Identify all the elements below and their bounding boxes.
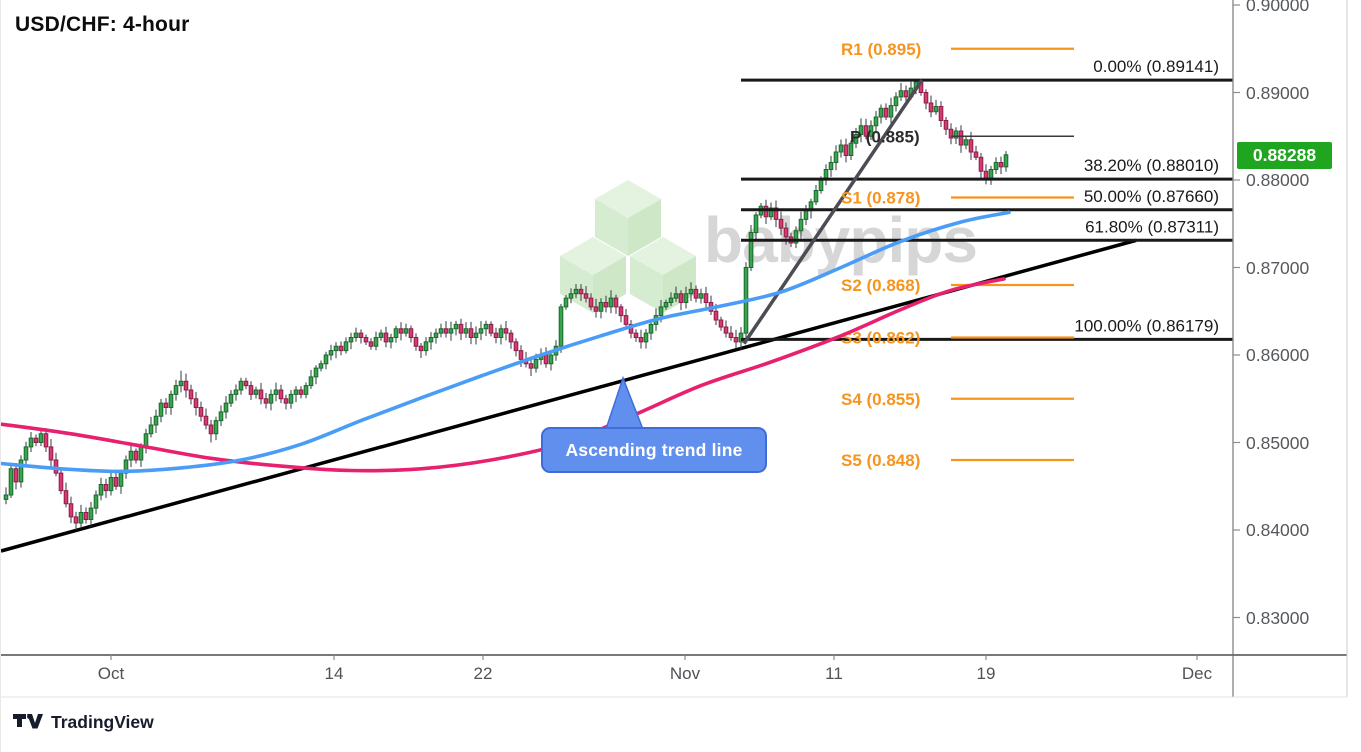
price-tick-label: 0.86000	[1246, 345, 1310, 365]
fib-label-38.2: 38.20% (0.88010)	[1084, 156, 1219, 175]
fib-label-61.8: 61.80% (0.87311)	[1085, 217, 1219, 236]
tradingview-logo-text: TradingView	[51, 712, 154, 732]
price-tick-label: 0.84000	[1246, 520, 1310, 540]
pivot-label-S2: S2 (0.868)	[841, 276, 920, 295]
tradingview-attribution[interactable]: TradingView	[13, 712, 154, 733]
price-tick-label: 0.89000	[1246, 82, 1310, 103]
impulse-line	[742, 79, 924, 345]
fib-label-100: 100.00% (0.86179)	[1074, 316, 1219, 335]
time-tick-label: 14	[324, 664, 344, 683]
pivot-label-S4: S4 (0.855)	[841, 390, 920, 409]
candlestick-series	[3, 80, 1009, 530]
ma-fast-line	[1, 210, 1011, 474]
chart-title: USD/CHF: 4-hour	[15, 13, 190, 36]
trendline-callout[interactable]: Ascending trend line	[541, 427, 767, 473]
pivot-label-P: P (0.885)	[850, 127, 920, 146]
axis-frame	[1, 0, 1348, 698]
price-tick-label: 0.85000	[1246, 432, 1310, 453]
price-tick-label: 0.83000	[1246, 607, 1310, 628]
price-tick-label: 0.87000	[1246, 257, 1310, 278]
fib-retracement: 0.00% (0.89141) 38.20% (0.88010) 50.00% (0…	[741, 57, 1233, 341]
pivot-levels: R1 (0.895) P (0.885) S1 (0.878) S2 (0.868) S…	[841, 40, 1074, 470]
last-price-badge: 0.88288	[1237, 141, 1332, 169]
fib-label-0: 0.00% (0.89141)	[1093, 57, 1219, 76]
time-tick-label: Dec	[1181, 664, 1213, 683]
pivot-label-S1: S1 (0.878)	[841, 189, 920, 208]
tradingview-logo-icon	[13, 714, 43, 729]
time-tick-label: 22	[473, 664, 493, 683]
time-tick-label: Oct	[97, 664, 125, 683]
pivot-label-S5: S5 (0.848)	[841, 451, 920, 470]
pivot-label-R1: R1 (0.895)	[841, 40, 921, 59]
callout-tail	[603, 375, 646, 433]
time-tick-label: 19	[976, 664, 996, 683]
price-tick-label: 0.88000	[1246, 170, 1310, 190]
price-tick-label: 0.90000	[1246, 0, 1310, 15]
time-tick-label: 11	[825, 664, 843, 683]
pivot-label-S3: S3 (0.862)	[841, 329, 920, 348]
time-tick-label: Nov	[669, 664, 701, 683]
ma-slow-line	[1, 277, 1006, 473]
fib-label-50: 50.00% (0.87660)	[1084, 187, 1219, 206]
trendline-callout-label: Ascending trend line	[565, 439, 743, 460]
